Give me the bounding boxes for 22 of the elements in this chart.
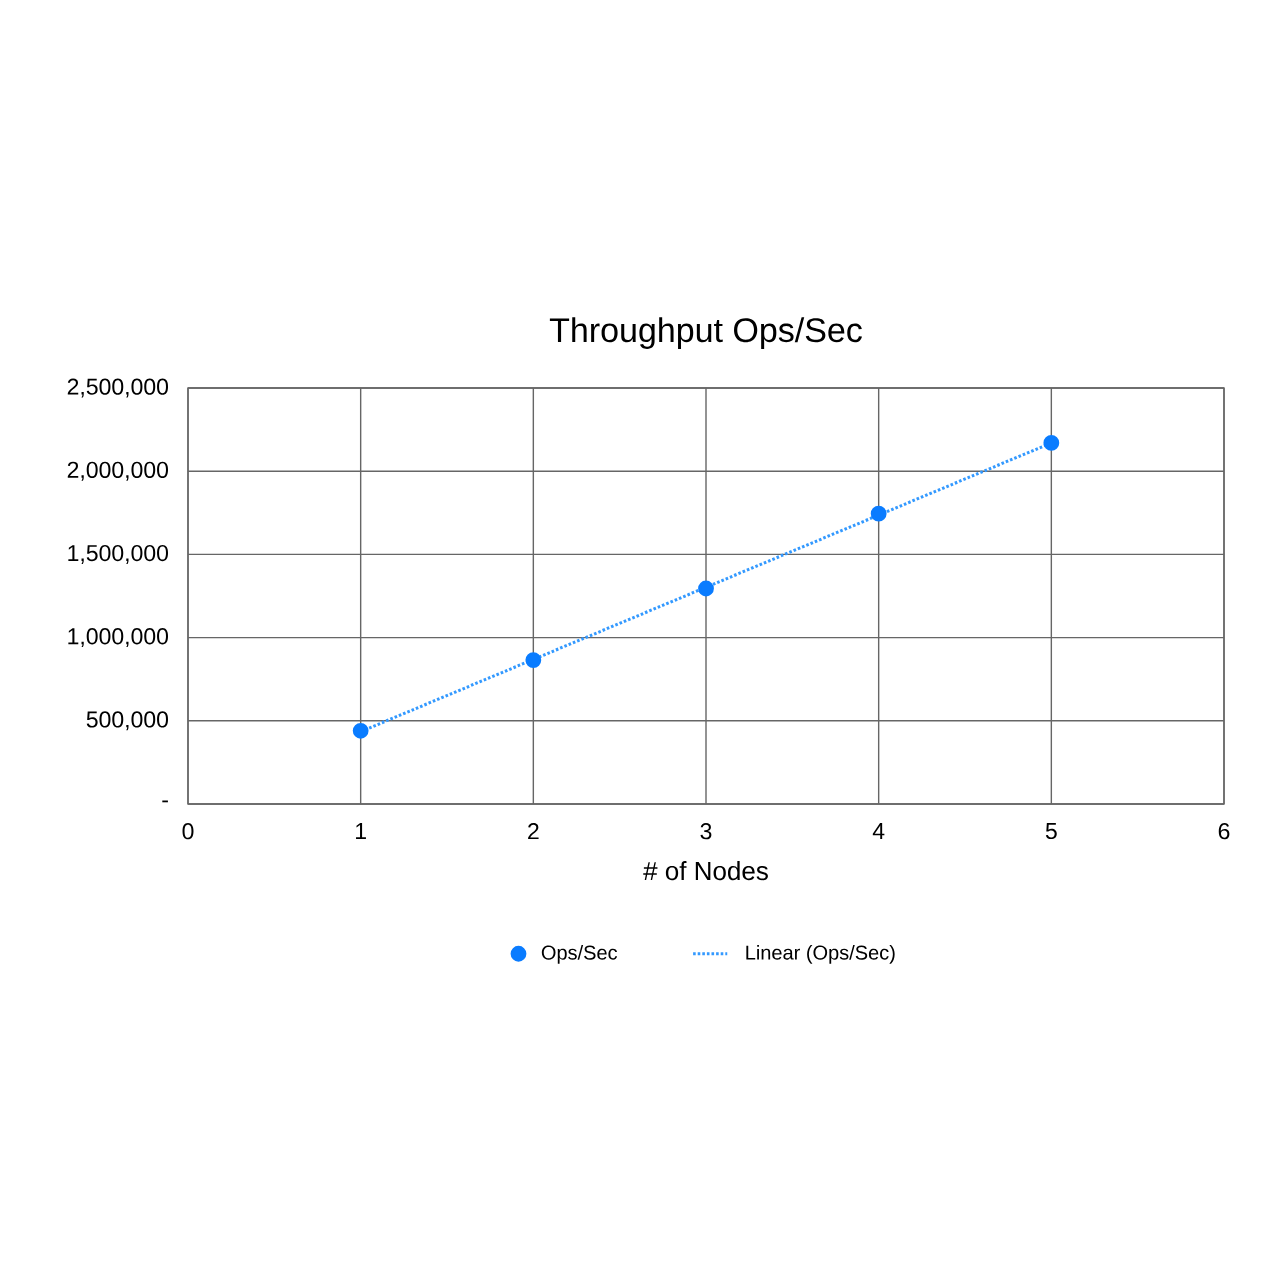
legend-label: Linear (Ops/Sec): [746, 945, 895, 964]
y-tick-label: 1,500,000: [68, 544, 169, 564]
x-tick-label: 3: [700, 823, 712, 840]
point: [870, 505, 887, 522]
y-tick-label: 2,500,000: [67, 378, 169, 398]
x-tick-label: 6: [1218, 823, 1230, 840]
x-tick-label: 0: [182, 823, 194, 840]
point: [352, 722, 369, 739]
x-tick-label: 2: [528, 823, 539, 840]
y-tick-label: 1,000,000: [68, 628, 169, 648]
y-tick-label: -: [162, 800, 168, 803]
x-tick-label: 1: [356, 823, 366, 839]
y-tick-label: 500,000: [86, 711, 169, 731]
legend-label: Ops/Sec: [541, 945, 618, 964]
x-tick-label: 5: [1045, 823, 1057, 840]
x-axis-title: # of Nodes: [643, 861, 768, 881]
y-tick-label: 2,000,000: [67, 461, 169, 481]
point: [525, 652, 542, 668]
point: [698, 580, 714, 597]
chart-title: Throughput Ops/Sec: [549, 317, 862, 349]
point: [1043, 435, 1060, 451]
x-tick-label: 4: [872, 823, 885, 839]
